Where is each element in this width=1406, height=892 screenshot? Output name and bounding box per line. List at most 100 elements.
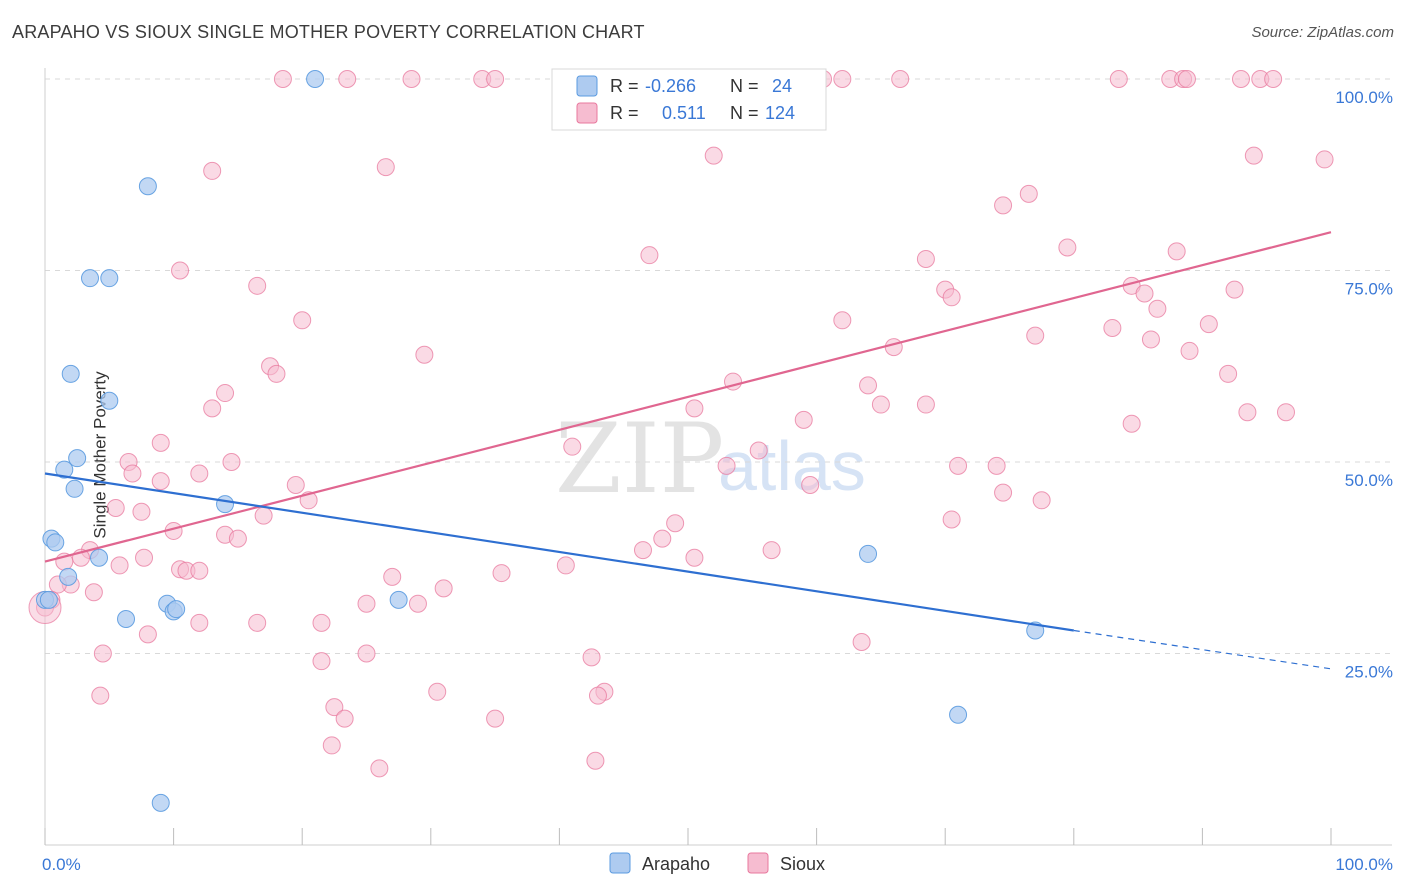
series-legend: Arapaho Sioux [609,852,825,874]
sioux-point [248,613,267,632]
stats-legend-box [551,68,827,131]
sioux-point [1238,403,1257,422]
stats-legend: R = -0.266 N = 24 R = 0.511 N = 124 [551,68,827,131]
sioux-point [833,70,852,88]
arapaho-point [100,391,119,410]
sioux-point [1019,184,1038,203]
sioux-point [91,686,110,705]
arapaho-point [167,600,186,619]
sioux-point [357,594,376,613]
sioux-point [563,437,582,456]
sioux-point [110,556,129,575]
sioux-point [916,250,935,269]
sioux-point [794,410,813,429]
sioux-point [1225,280,1244,299]
arapaho-point [117,610,136,629]
sioux-point [762,541,781,560]
sioux-point [942,510,961,529]
sioux-point [106,498,125,517]
arapaho-point [389,590,408,609]
legend-r-label: R = [610,103,639,123]
arapaho-point [59,567,78,586]
arapaho-point [949,705,968,724]
sioux-point [415,345,434,364]
sioux-point [383,567,402,586]
y-tick-label: 75.0% [1345,280,1393,299]
sioux-point [749,441,768,460]
sioux-point [84,583,103,602]
sioux-point [222,453,241,471]
sioux-point [135,548,154,567]
sioux-point [685,548,704,567]
x-tick-label: 0.0% [42,855,81,874]
sioux-point [1032,491,1051,510]
watermark-atlas: atlas [718,427,866,505]
sioux-point [370,759,389,778]
sioux-point [408,594,427,613]
sioux-point [1141,330,1160,349]
sioux-point [248,276,267,295]
bottom-legend-label-arapaho: Arapaho [642,854,710,874]
arapaho-point [46,533,65,552]
arapaho-point [306,70,325,88]
sioux-point [871,395,890,414]
sioux-point [1103,318,1122,337]
arapaho-point [81,269,100,288]
sioux-point [833,311,852,330]
sioux-point [1148,299,1167,318]
sioux-point [428,682,447,701]
sioux-point [335,709,354,728]
y-tick-label: 50.0% [1345,471,1393,490]
arapaho-point [65,479,84,498]
sioux-point [1167,242,1186,261]
arapaho-point [216,495,235,514]
sioux-point [916,395,935,414]
sioux-point [312,613,331,632]
sioux-point [338,70,357,88]
sioux-point [582,648,601,667]
sioux-point [704,146,723,165]
legend-r-label: R = [610,76,639,96]
arapaho-point [859,544,878,563]
sioux-point [286,475,305,494]
sioux-point [859,376,878,395]
sioux-point [1135,284,1154,303]
arapaho-point [151,793,170,812]
legend-swatch-arapaho [576,75,598,97]
legend-r-value-sioux: 0.511 [662,103,706,123]
sioux-point [203,399,222,418]
sioux-point [216,384,235,403]
sioux-point [1315,150,1334,169]
arapaho-point [61,364,80,383]
sioux-point [434,579,453,598]
sioux-point [1231,70,1250,88]
sioux-point [273,70,292,88]
arapaho-trend-extension [1073,629,1332,670]
legend-n-value-sioux: 124 [765,103,795,123]
sioux-point [1264,70,1283,88]
sioux-point [949,456,968,475]
sioux-point [588,686,607,705]
sioux-point [1276,403,1295,422]
sioux-point [325,698,344,717]
legend-r-value-arapaho: -0.266 [645,76,696,96]
sioux-point [994,196,1013,215]
sioux-point [1219,364,1238,383]
x-tick-label: 100.0% [1335,855,1393,874]
sioux-point [93,644,112,663]
sioux-point [994,483,1013,502]
sioux-point [1109,70,1128,88]
sioux-point [312,652,331,671]
chart-title: ARAPAHO VS SIOUX SINGLE MOTHER POVERTY C… [12,22,645,42]
sioux-point [1122,414,1141,433]
sioux-point [1177,70,1196,88]
sioux-point [123,464,142,483]
arapaho-point [90,548,109,567]
sioux-point [1058,238,1077,257]
sioux-point [190,613,209,632]
sioux-point [357,644,376,663]
sioux-point [633,541,652,560]
legend-swatch-sioux [576,102,598,124]
watermark-zip: ZIP [555,403,724,515]
